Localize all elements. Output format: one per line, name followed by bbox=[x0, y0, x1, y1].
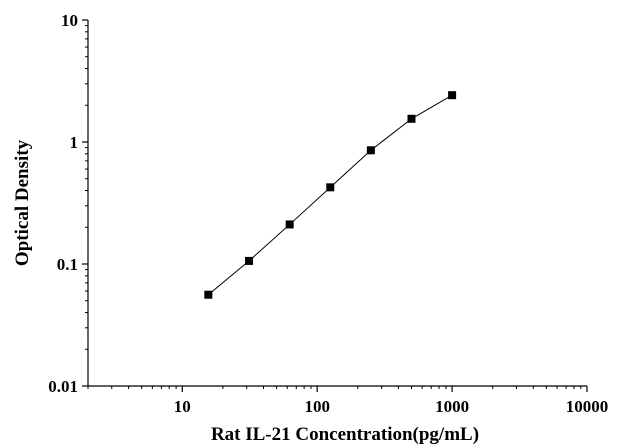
data-point bbox=[448, 91, 456, 99]
data-point bbox=[286, 220, 294, 228]
y-tick-label: 0.01 bbox=[48, 377, 78, 396]
data-points bbox=[204, 91, 456, 299]
y-tick-label: 1 bbox=[70, 133, 79, 152]
y-tick-label: 10 bbox=[61, 11, 78, 30]
x-axis-title: Rat IL-21 Concentration(pg/mL) bbox=[211, 424, 479, 445]
data-point bbox=[326, 183, 334, 191]
x-tick-label: 10000 bbox=[566, 397, 609, 416]
minor-ticks bbox=[85, 26, 581, 389]
data-point bbox=[407, 115, 415, 123]
major-ticks bbox=[82, 20, 587, 392]
y-axis-title: Optical Density bbox=[12, 139, 33, 266]
x-tick-label: 100 bbox=[304, 397, 330, 416]
series-line bbox=[208, 95, 452, 295]
data-point bbox=[367, 146, 375, 154]
x-tick-label: 1000 bbox=[435, 397, 469, 416]
data-point bbox=[245, 257, 253, 265]
tick-labels: 10 100 1000 10000 0.01 0.1 1 10 bbox=[48, 11, 608, 416]
y-tick-label: 0.1 bbox=[57, 255, 78, 274]
data-point bbox=[204, 291, 212, 299]
series-line bbox=[208, 95, 452, 295]
x-tick-label: 10 bbox=[174, 397, 191, 416]
axes bbox=[88, 20, 587, 386]
